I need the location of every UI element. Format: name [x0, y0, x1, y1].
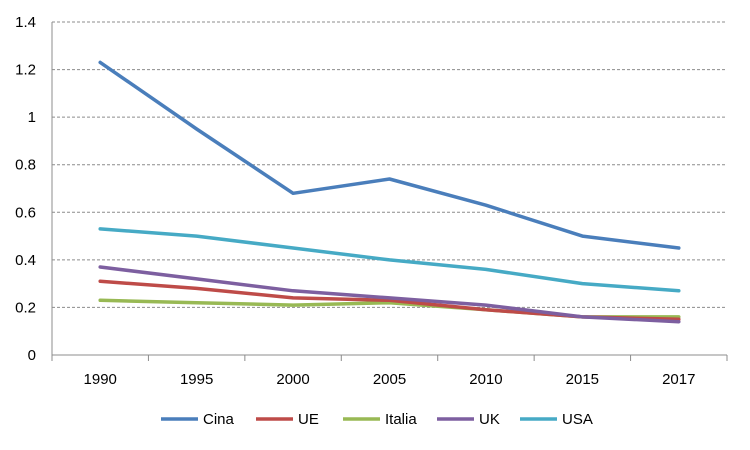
series-lines: [98, 60, 681, 324]
legend-label-uk: UK: [479, 411, 500, 428]
series-line-ue: [98, 279, 681, 322]
series-line-italia: [98, 298, 681, 319]
legend-label-ue: UE: [298, 411, 319, 428]
series-line-uk: [98, 265, 681, 324]
y-axis-tick-labels: 0 0.2 0.4 0.6 0.8 1 1.2 1.4: [15, 14, 36, 364]
axes: [51, 22, 728, 361]
x-tick-label: 2017: [662, 371, 695, 388]
y-tick-label: 0.6: [15, 204, 36, 221]
y-tick-label: 0.8: [15, 157, 36, 174]
gridlines: [52, 21, 727, 308]
x-tick-label: 2000: [276, 371, 309, 388]
x-tick-label: 2015: [566, 371, 599, 388]
y-tick-label: 1.4: [15, 14, 36, 31]
series-line-cina: [98, 60, 681, 250]
y-tick-label: 0: [28, 347, 36, 364]
x-tick-label: 1995: [180, 371, 213, 388]
x-tick-label: 1990: [84, 371, 117, 388]
legend-label-usa: USA: [562, 411, 593, 428]
y-tick-label: 1.2: [15, 62, 36, 79]
x-tick-label: 2010: [469, 371, 502, 388]
y-tick-label: 0.4: [15, 252, 36, 269]
x-axis-tick-labels: 1990 1995 2000 2005 2010 2015 2017: [84, 371, 696, 388]
series-line-usa: [98, 227, 681, 293]
y-tick-label: 1: [28, 109, 36, 126]
y-tick-label: 0.2: [15, 299, 36, 316]
legend-label-italia: Italia: [385, 411, 417, 428]
legend: Cina UE Italia UK USA: [161, 411, 593, 428]
x-tick-label: 2005: [373, 371, 406, 388]
legend-label-cina: Cina: [203, 411, 235, 428]
